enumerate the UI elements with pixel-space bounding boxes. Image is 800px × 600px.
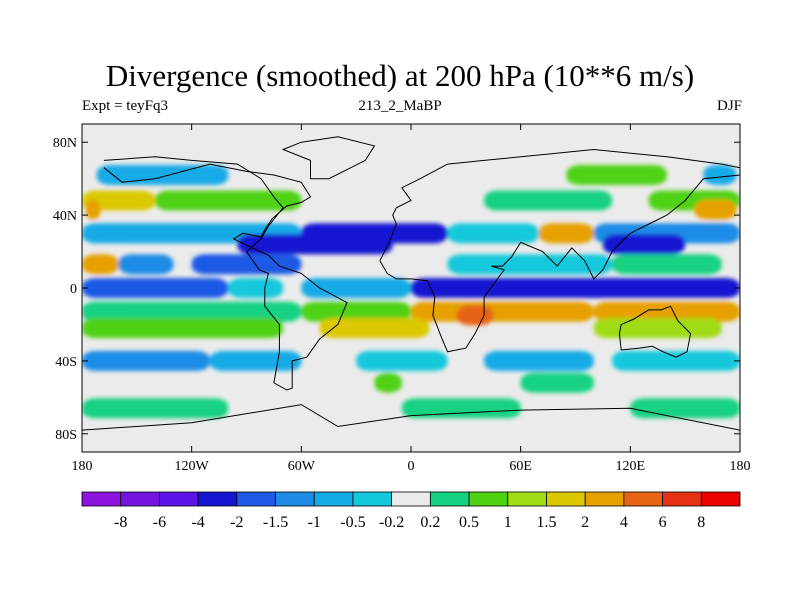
colorbar-label: 1 (504, 514, 512, 531)
contour-region (319, 318, 430, 339)
contour-region (520, 372, 594, 393)
x-tick-label: 180 (730, 459, 751, 474)
contour-region (82, 301, 302, 322)
y-tick-label: 80S (55, 428, 77, 443)
colorbar-swatch (507, 491, 547, 507)
contour-region (301, 277, 411, 299)
contour-region (411, 277, 740, 299)
contour-region (85, 199, 101, 220)
contour-region (694, 199, 737, 220)
contour-region (612, 254, 722, 275)
colorbar-label: -0.2 (379, 514, 404, 531)
contour-region (191, 254, 302, 275)
colorbar-swatch (546, 491, 586, 507)
colorbar-swatch (429, 491, 470, 507)
colorbar-label: -8 (114, 514, 127, 531)
coastline (379, 148, 740, 353)
axis-layer: 180 120W 60W 0 60E 120E 180 80N 40N 0 40S 80S (53, 124, 751, 474)
contour-region (593, 301, 740, 322)
colorbar-label: 2 (581, 514, 589, 531)
x-tick-label: 0 (408, 459, 415, 474)
coastline (618, 305, 692, 358)
colorbar-swatch (352, 491, 393, 507)
colorbar-label: -4 (191, 514, 204, 531)
colorbar-label: 4 (620, 514, 628, 531)
contour-region (237, 234, 393, 255)
contour-region (301, 301, 411, 322)
contour-region (538, 223, 594, 244)
colorbar-swatch (700, 491, 741, 507)
colorbar-label: 1.5 (536, 514, 556, 531)
colorbar-swatch (468, 491, 509, 507)
contour-region (82, 190, 156, 211)
contour-region (356, 350, 448, 371)
colorbar-label: -0.5 (340, 514, 365, 531)
contour-region (228, 277, 284, 299)
season-label: DJF (716, 98, 742, 114)
colorbar-label: -1 (308, 514, 321, 531)
colorbar-swatch (584, 491, 625, 507)
contour-region (593, 318, 722, 339)
x-tick-label: 120E (616, 459, 646, 474)
y-tick-label: 0 (70, 282, 77, 297)
contour-region (411, 301, 594, 322)
colorbar: -8 -6 -4 -2 -1.5 -1 -0.5 -0.2 0.2 0.5 1 1.5 2 4 6 8 (81, 491, 741, 531)
colorbar-swatch (391, 491, 431, 507)
colorbar-swatch (662, 491, 702, 507)
colorbar-swatch (120, 491, 160, 507)
colorbar-swatch (623, 491, 663, 507)
contour-region (484, 350, 594, 371)
y-tick-label: 40N (53, 209, 77, 224)
contour-region (447, 254, 613, 275)
colorbar-swatch (275, 491, 315, 507)
contour-region (209, 350, 302, 371)
coastline (103, 156, 348, 391)
x-tick-label: 60E (509, 459, 532, 474)
plot-title: Divergence (smoothed) at 200 hPa (10**6 … (105, 58, 695, 93)
x-tick-label: 60W (288, 459, 316, 474)
contour-region (703, 165, 737, 186)
contour-region (630, 398, 740, 419)
contour-region (118, 254, 174, 275)
colorbar-swatch (81, 491, 122, 507)
contour-region (82, 350, 210, 371)
coastline-layer (82, 136, 740, 431)
contour-region (602, 234, 686, 255)
colorbar-label: -2 (230, 514, 243, 531)
colorbar-swatch (313, 491, 354, 507)
y-tick-label: 40S (55, 355, 77, 370)
contour-region (82, 254, 119, 275)
contour-region (374, 372, 402, 393)
colorbar-swatch (236, 491, 276, 507)
run-id-label: 213_2_MaBP (358, 98, 442, 114)
coastline (82, 404, 740, 431)
colorbar-label: 0.5 (459, 514, 479, 531)
colorbar-swatch (197, 491, 238, 507)
contour-region (82, 398, 229, 419)
coastline (281, 136, 376, 180)
contour-region (456, 305, 494, 326)
colorbar-label: 0.2 (420, 514, 440, 531)
experiment-label: Expt = teyFq3 (82, 98, 168, 114)
colorbar-label: -1.5 (263, 514, 288, 531)
colorbar-label: -6 (153, 514, 166, 531)
contour-region (155, 190, 302, 211)
contour-region (447, 223, 539, 244)
colorbar-label: 8 (697, 514, 705, 531)
contour-region (82, 318, 284, 339)
contour-region (484, 190, 613, 211)
colorbar-label: 6 (659, 514, 667, 531)
x-tick-label: 120W (175, 459, 210, 474)
contour-region (566, 165, 667, 186)
contour-region (401, 398, 521, 419)
contour-region (612, 350, 740, 371)
x-tick-label: 180 (72, 459, 93, 474)
y-tick-label: 80N (53, 136, 77, 151)
contour-region (82, 277, 229, 299)
contour-region (96, 165, 229, 186)
colorbar-swatch (159, 491, 199, 507)
